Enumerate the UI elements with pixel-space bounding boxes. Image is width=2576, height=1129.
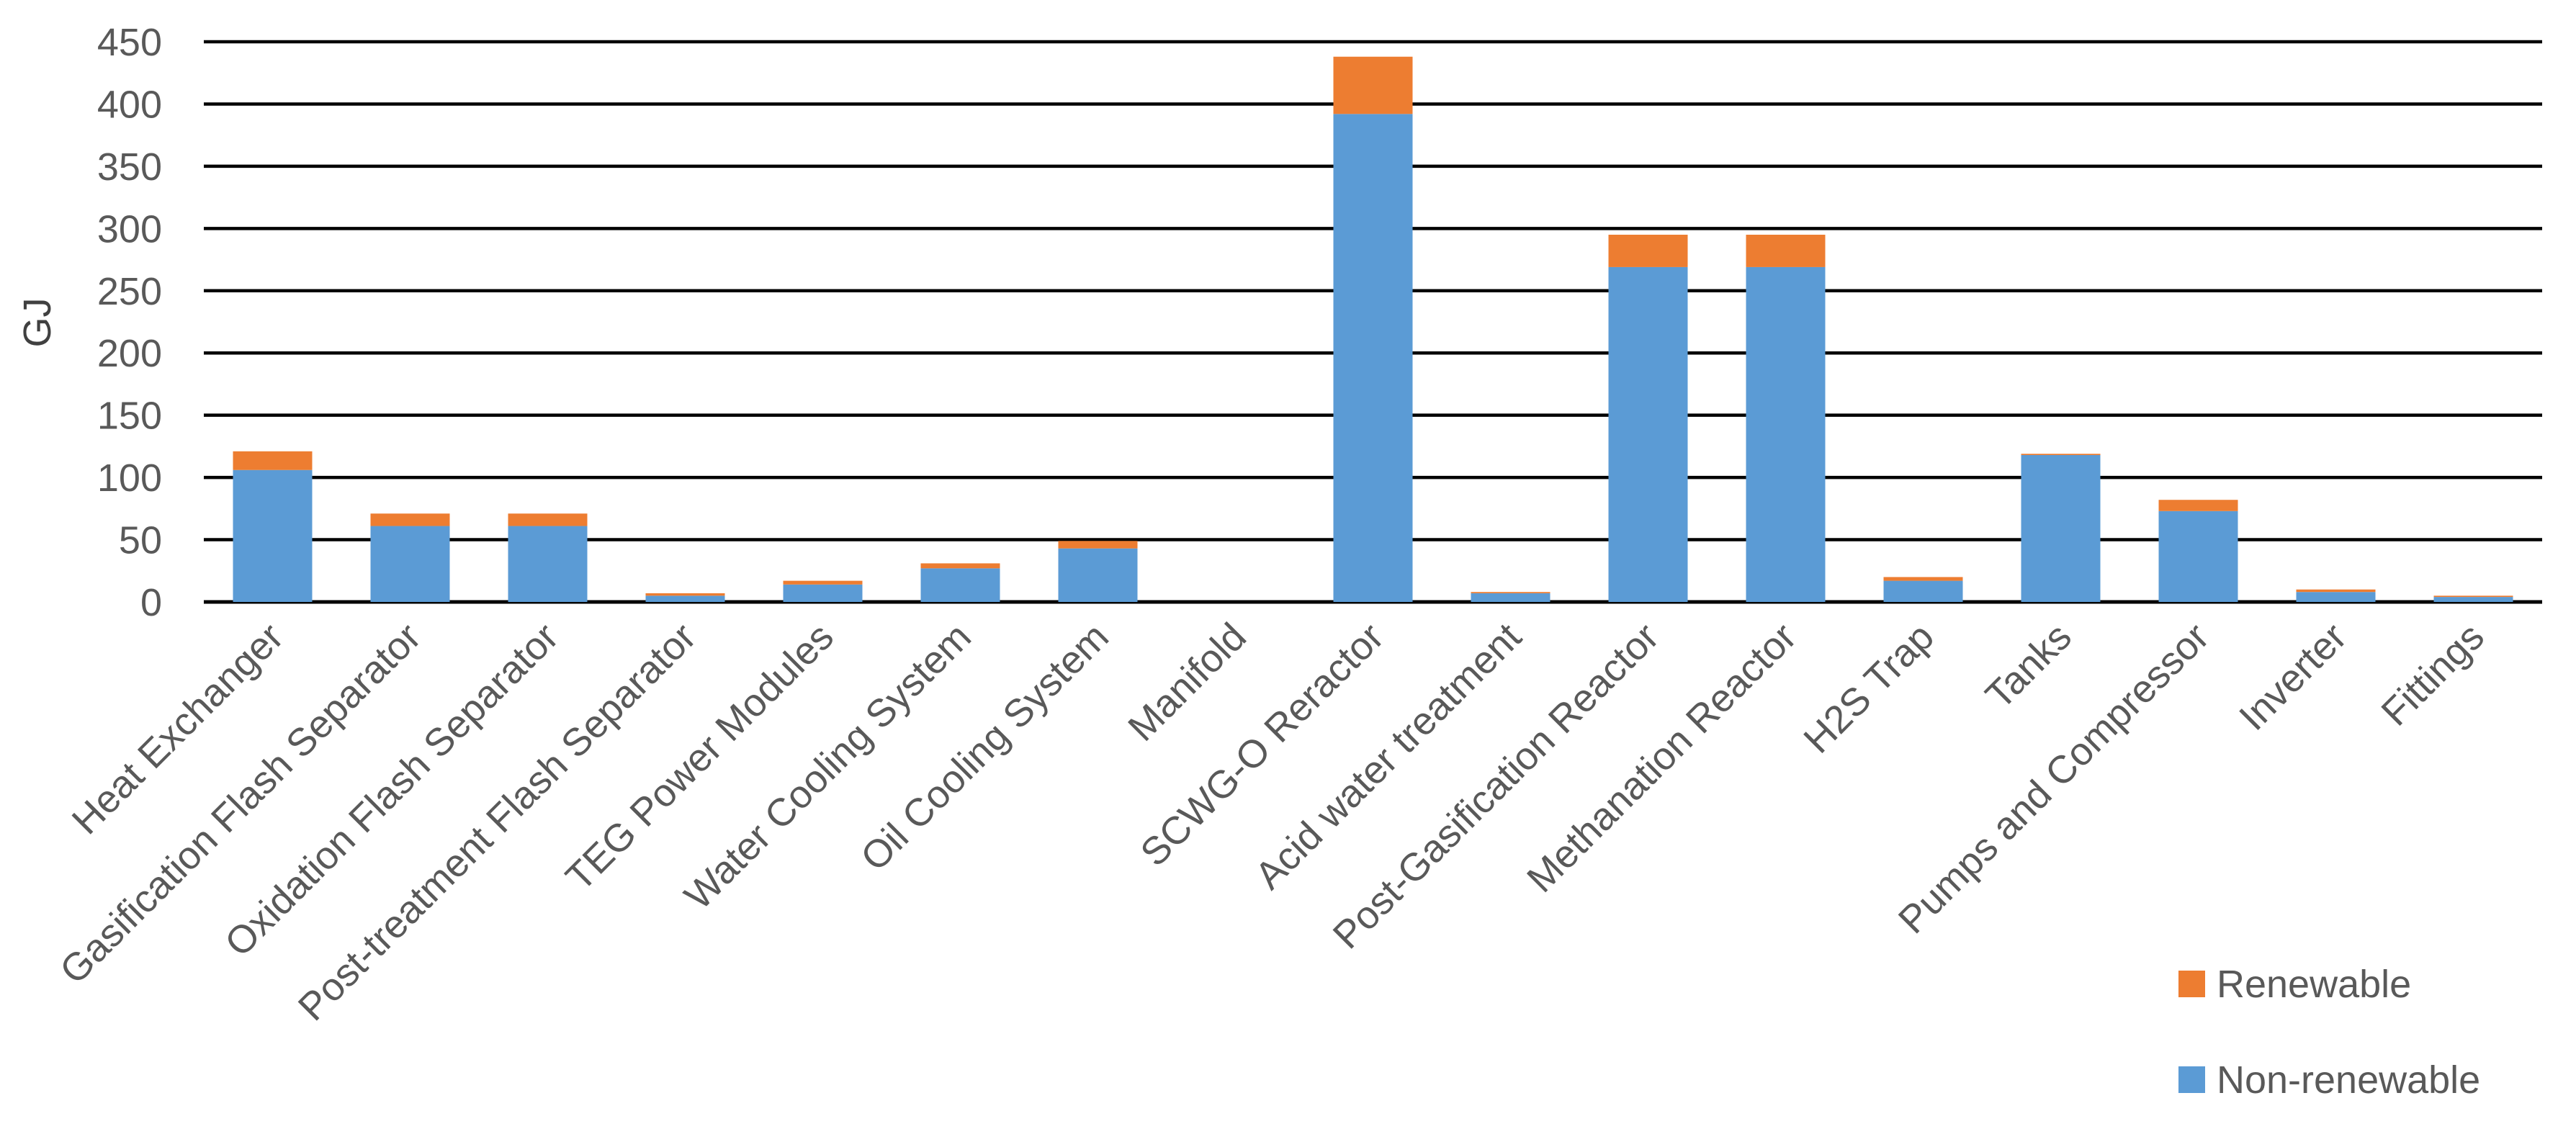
y-tick-label: 100 [97, 456, 162, 500]
x-category-label: Fittings [2373, 615, 2492, 734]
x-category-label: Acid water treatment [1247, 615, 1530, 898]
x-category-label: TEG Power Modules [557, 615, 842, 899]
bar-non-renewable-15 [2296, 592, 2376, 602]
y-tick-labels: 0 50 100 150 200 250 300 350 400 450 [97, 21, 162, 624]
y-tick-label: 350 [97, 145, 162, 189]
bar-non-renewable-9 [1471, 593, 1550, 602]
x-category-label: Tanks [1978, 615, 2080, 717]
x-category-label: Manifold [1120, 615, 1255, 750]
bar-renewable-13 [2021, 454, 2101, 455]
bar-non-renewable-4 [783, 584, 863, 602]
y-tick-label: 0 [140, 581, 162, 624]
y-tick-label: 50 [119, 519, 162, 562]
bar-non-renewable-0 [233, 469, 313, 602]
bar-non-renewable-16 [2433, 597, 2513, 602]
bar-non-renewable-3 [645, 595, 725, 602]
x-category-label: Oil Cooling System [853, 615, 1117, 879]
bar-non-renewable-2 [508, 526, 588, 602]
x-category-label: H2S Trap [1795, 615, 1942, 762]
bar-non-renewable-14 [2158, 510, 2238, 602]
bar-non-renewable-1 [370, 526, 450, 602]
y-tick-label: 450 [97, 21, 162, 64]
y-tick-label: 200 [97, 332, 162, 375]
bar-non-renewable-10 [1608, 266, 1688, 602]
bar-non-renewable-11 [1746, 266, 1826, 602]
bar-non-renewable-6 [1058, 548, 1138, 602]
legend-label: Renewable [2217, 963, 2411, 1006]
x-category-label: SCWG-O Reractor [1132, 615, 1392, 875]
bar-renewable-15 [2296, 589, 2376, 593]
bar-renewable-9 [1471, 592, 1550, 593]
bars [233, 56, 2513, 602]
bar-renewable-11 [1746, 234, 1826, 267]
y-tick-label: 300 [97, 207, 162, 251]
bar-renewable-8 [1333, 56, 1413, 114]
bar-renewable-0 [233, 451, 313, 470]
x-category-label: Methanation Reactor [1519, 615, 1805, 901]
bar-renewable-4 [783, 580, 863, 585]
bar-renewable-6 [1058, 541, 1138, 549]
bar-renewable-12 [1883, 577, 1963, 581]
legend: Renewable Non-renewable [2178, 963, 2480, 1102]
legend-swatch-renewable [2178, 971, 2205, 997]
y-tick-label: 250 [97, 270, 162, 313]
bar-renewable-2 [508, 513, 588, 526]
y-tick-label: 150 [97, 395, 162, 438]
bar-renewable-3 [645, 593, 725, 596]
bar-renewable-10 [1608, 234, 1688, 267]
bar-non-renewable-5 [920, 568, 1000, 602]
y-axis-title: GJ [16, 297, 59, 347]
bar-renewable-1 [370, 513, 450, 526]
y-tick-label: 400 [97, 83, 162, 126]
bar-renewable-16 [2433, 595, 2513, 598]
legend-label: Non-renewable [2217, 1058, 2480, 1102]
bar-non-renewable-8 [1333, 114, 1413, 602]
x-category-label: Inverter [2231, 615, 2355, 739]
bar-renewable-14 [2158, 500, 2238, 511]
bar-renewable-5 [920, 563, 1000, 569]
legend-swatch-non-renewable [2178, 1066, 2205, 1093]
bar-non-renewable-13 [2021, 454, 2101, 602]
bar-non-renewable-12 [1883, 580, 1963, 602]
